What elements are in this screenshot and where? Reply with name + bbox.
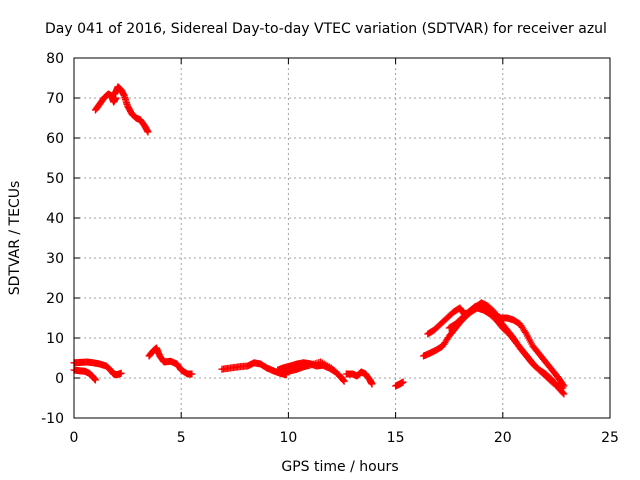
data-point-marker	[521, 328, 529, 336]
data-point-marker	[117, 369, 125, 377]
series-sat-h	[280, 358, 348, 385]
axis-ticks: 0 5 10 15 20 25 -10 0 10 20 30 40 50 60 70 80	[41, 51, 619, 446]
data-point-marker	[560, 390, 568, 398]
x-tick-label: 5	[177, 430, 186, 446]
y-tick-label: 80	[46, 51, 64, 67]
y-tick-label: -10	[41, 411, 64, 427]
x-tick-label: 0	[70, 430, 79, 446]
x-tick-label: 20	[494, 430, 512, 446]
plot-frame	[73, 57, 611, 419]
series-sat-j	[392, 378, 407, 390]
series-sat-m	[445, 300, 568, 390]
y-tick-label: 40	[46, 211, 64, 227]
data-point-marker	[560, 382, 568, 390]
series-sat-i	[342, 368, 376, 388]
y-tick-label: 70	[46, 91, 64, 107]
data-point-marker	[340, 377, 348, 385]
data-point-marker	[368, 380, 376, 388]
x-axis-label: GPS time / hours	[281, 459, 398, 475]
data-point-marker	[91, 376, 99, 384]
y-tick-label: 50	[46, 171, 64, 187]
series-sat-a	[91, 90, 120, 114]
series-sat-b	[111, 83, 152, 136]
data-point-marker	[339, 376, 347, 384]
series-sat-d	[70, 366, 99, 384]
data-point-marker	[399, 378, 407, 386]
data-point-marker	[144, 128, 152, 136]
x-tick-label: 15	[387, 430, 405, 446]
y-tick-label: 0	[55, 371, 64, 387]
y-tick-label: 60	[46, 131, 64, 147]
series-sat-e	[145, 344, 196, 378]
grid-lines	[74, 58, 610, 418]
data-point-marker	[188, 370, 196, 378]
x-tick-label: 25	[601, 430, 619, 446]
series-sat-c	[70, 358, 125, 379]
y-tick-label: 30	[46, 251, 64, 267]
y-tick-label: 20	[46, 291, 64, 307]
data-point-marker	[559, 381, 567, 389]
y-tick-label: 10	[46, 331, 64, 347]
y-axis-label: SDTVAR / TECUs	[7, 181, 23, 296]
x-tick-label: 10	[279, 430, 297, 446]
chart-title: Day 041 of 2016, Sidereal Day-to-day VTE…	[45, 21, 607, 37]
data-points	[70, 83, 568, 398]
